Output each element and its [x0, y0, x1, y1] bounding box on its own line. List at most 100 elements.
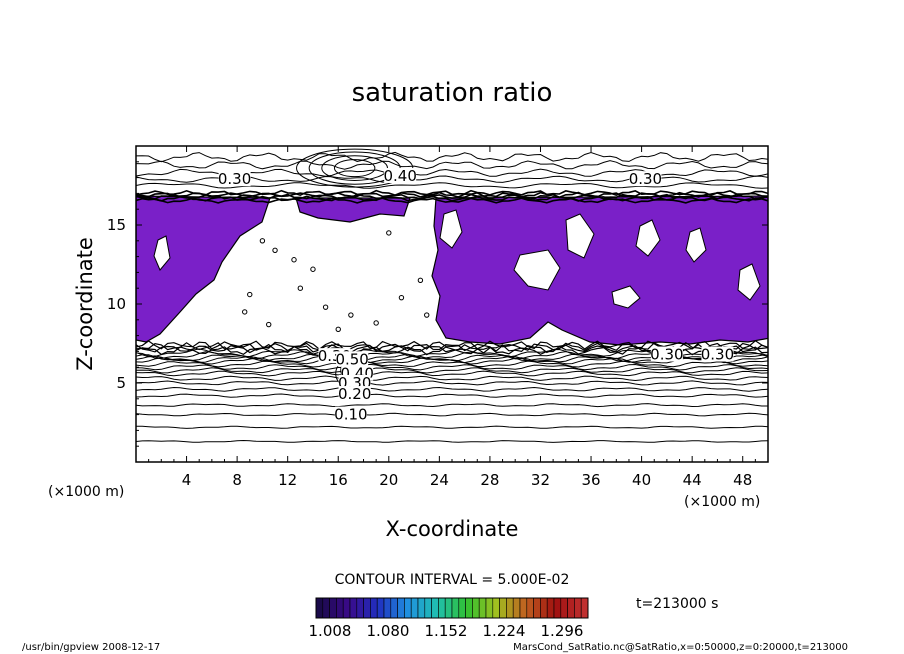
footer-left: /usr/bin/gpview 2008-12-17 — [22, 642, 160, 653]
contour-dot — [386, 230, 392, 236]
contour-label: 0.30 — [650, 346, 683, 364]
contour-labels: 0.30 0.40 0.300.30 0.30 0.300.500.400.300.20… — [218, 167, 734, 424]
x-tick-label: 36 — [581, 471, 600, 489]
colorbar-cell — [383, 597, 392, 619]
contour-line — [136, 160, 768, 170]
colorbar-ticks: 1.008 1.080 1.152 1.224 1.296 — [309, 622, 584, 640]
footer-right: MarsCond_SatRatio.nc@SatRatio,x=0:50000,… — [513, 642, 848, 653]
contour-label: 0.50 — [335, 350, 368, 368]
unshaded-hole — [513, 249, 561, 291]
colorbar-cell — [492, 597, 500, 619]
x-tick-label: 40 — [632, 471, 651, 489]
x-tick-label: 48 — [733, 471, 752, 489]
x-axis-title: X-coordinate — [386, 517, 519, 541]
colorbar-cell — [546, 597, 555, 619]
colorbar-cell — [349, 597, 358, 619]
colorbar-cell — [424, 597, 432, 619]
contour-dot — [348, 312, 354, 318]
contour-label: 0.30 — [629, 170, 662, 188]
colorbar-tick-label: 1.152 — [425, 622, 468, 640]
colorbar-tick-label: 1.224 — [483, 622, 526, 640]
colorbar-cell — [567, 597, 575, 619]
colorbar-cell — [519, 597, 528, 619]
contour-label-bg — [334, 406, 367, 422]
colorbar-cell — [315, 597, 324, 619]
colorbar-cell — [356, 597, 364, 619]
contour-line — [136, 367, 768, 374]
x-tick-label: 32 — [531, 471, 550, 489]
colorbar-cell — [336, 597, 344, 619]
y-axis-title: Z-coordinate — [73, 237, 97, 371]
unshaded-hole — [635, 219, 661, 257]
colorbar-cell — [370, 597, 378, 619]
x-tick-label: 12 — [278, 471, 297, 489]
unshaded-hole — [439, 209, 463, 249]
colorbar-cell — [322, 597, 330, 619]
colorbar-cell — [363, 597, 371, 619]
colorbar-cell — [478, 597, 487, 619]
colorbar-cell — [506, 597, 514, 619]
colorbar-cell — [499, 597, 507, 619]
colorbar-cell — [438, 597, 446, 619]
colorbar-cell — [404, 597, 412, 619]
unshaded-holes — [153, 209, 761, 309]
shaded-regions — [136, 195, 768, 346]
x-unit-left: (×1000 m) — [48, 484, 124, 500]
time-label: t=213000 s — [636, 596, 718, 612]
contour-label: 0.30 — [218, 170, 251, 188]
contour-line — [136, 386, 768, 392]
chart-title: saturation ratio — [352, 78, 553, 108]
colorbar-cell — [540, 597, 548, 619]
plot-area: 0.30 0.40 0.300.30 0.30 0.300.500.400.300.20… — [136, 146, 768, 462]
contour-line — [136, 189, 768, 197]
colorbar-cell — [472, 597, 480, 619]
x-tick-label: 16 — [329, 471, 348, 489]
contour-line — [136, 403, 768, 408]
contour-line — [136, 370, 768, 377]
x-unit-right: (×1000 m) — [684, 494, 760, 510]
x-axis-ticks: 4 8 12 16 20 24 28 32 36 40 44 48 — [148, 146, 756, 489]
contour-line — [136, 363, 768, 371]
contour-dot — [242, 309, 248, 315]
contour-label: 0.30 — [701, 346, 734, 364]
contour-line — [136, 375, 768, 382]
colorbar-cell — [431, 597, 439, 619]
colorbar-tick-label: 1.080 — [367, 622, 410, 640]
unshaded-hole — [611, 285, 641, 309]
contour-dot — [266, 321, 272, 328]
contour-label: 0.10 — [334, 406, 367, 424]
contour-line — [136, 191, 768, 199]
contour-label-bg — [384, 168, 417, 184]
contour-dot — [297, 285, 304, 291]
x-tick-label: 28 — [480, 471, 499, 489]
x-tick-label: 20 — [379, 471, 398, 489]
colorbar: 1.008 1.080 1.152 1.224 1.296 — [309, 597, 589, 640]
contour-dot — [259, 238, 266, 244]
colorbar-cell — [444, 597, 453, 619]
contour-dot — [310, 266, 316, 272]
contour-line — [136, 393, 768, 398]
colorbar-cell — [417, 597, 426, 619]
contour-label-bg — [629, 171, 662, 187]
colorbar-cell — [574, 597, 582, 619]
y-tick-label: 10 — [107, 295, 126, 313]
contour-closed — [333, 159, 376, 178]
contour-line — [136, 425, 768, 429]
shaded-region-left — [136, 195, 271, 343]
contour-label: 0.20 — [338, 385, 371, 403]
contour-dot — [272, 247, 278, 253]
shaded-region-right — [431, 195, 768, 346]
contour-line — [136, 439, 768, 443]
contour-line — [136, 151, 768, 163]
contour-dot — [373, 320, 379, 326]
contour-line — [136, 195, 768, 202]
colorbar-cell — [553, 597, 562, 619]
colorbar-frame — [315, 597, 589, 619]
colorbar-cell — [390, 597, 398, 619]
contour-label: 0.40 — [383, 167, 416, 185]
colorbar-cell — [376, 597, 385, 619]
contour-dot — [291, 257, 297, 263]
contour-dot — [417, 277, 424, 283]
colorbar-cell — [458, 597, 466, 619]
colorbar-tick-label: 1.296 — [541, 622, 584, 640]
